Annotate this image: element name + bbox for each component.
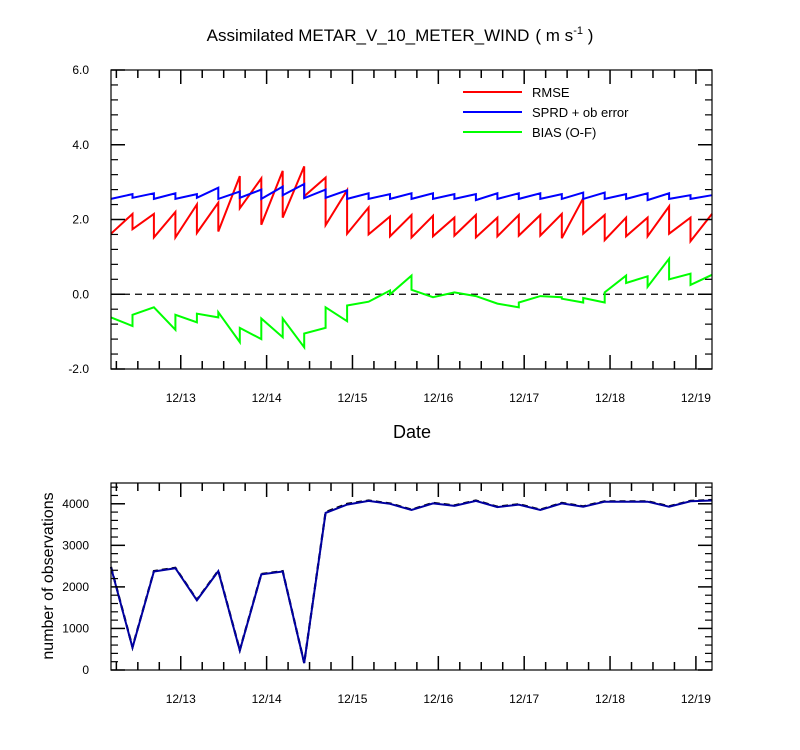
y-tick-label: 1000: [62, 621, 89, 635]
bottom-series-group: [109, 498, 713, 664]
x-tick-label: 12/19: [681, 692, 711, 706]
y-axis-label: number of observations: [40, 492, 57, 659]
chart-title-main: Assimilated METAR_V_10_METER_WIND: [207, 26, 530, 45]
x-tick-label: 12/14: [252, 692, 282, 706]
legend-label: BIAS (O-F): [532, 125, 596, 140]
y-tick-label: 0.0: [72, 287, 89, 301]
series-line-observations-possible: [109, 498, 713, 664]
top-panel: Assimilated METAR_V_10_METER_WIND ( m s-1…: [68, 25, 713, 442]
legend-label: SPRD + ob error: [532, 105, 629, 120]
legend-label: RMSE: [532, 85, 570, 100]
x-tick-label: 12/17: [509, 391, 539, 405]
y-tick-label: -2.0: [68, 362, 89, 376]
series-line-bias-o-f: [110, 255, 713, 351]
x-tick-label: 12/14: [252, 391, 282, 405]
x-tick-label: 12/13: [166, 692, 196, 706]
x-axis-label: Date: [393, 422, 431, 442]
chart-title: Assimilated METAR_V_10_METER_WIND ( m s-1…: [207, 25, 594, 45]
x-tick-label: 12/13: [166, 391, 196, 405]
x-tick-label: 12/16: [423, 692, 453, 706]
chart-title-units-suffix: ): [583, 26, 593, 45]
series-line-rmse: [110, 166, 713, 245]
x-tick-label: 12/18: [595, 391, 625, 405]
series-line-observations-used: [110, 499, 713, 664]
series-line-sprd-ob-error: [110, 182, 713, 202]
bottom-panel: 12/13 12/14 12/15 12/16 12/17 12/18 12/19 4000 3…: [40, 482, 713, 706]
x-tick-label: 12/15: [337, 391, 367, 405]
x-tick-label: 12/19: [681, 391, 711, 405]
y-tick-label: 6.0: [72, 63, 89, 77]
y-tick-label: 2000: [62, 580, 89, 594]
x-tick-label: 12/15: [337, 692, 367, 706]
chart-title-units-prefix: ( m s: [535, 26, 573, 45]
x-tick-label: 12/18: [595, 692, 625, 706]
y-tick-label: 4.0: [72, 138, 89, 152]
bottom-axis-ticks: 12/13 12/14 12/15 12/16 12/17 12/18 12/19 4000 3…: [62, 483, 712, 706]
x-tick-label: 12/16: [423, 391, 453, 405]
top-series-group: [110, 166, 713, 351]
x-tick-label: 12/17: [509, 692, 539, 706]
y-tick-label: 0: [82, 663, 89, 677]
bottom-plot-frame: [110, 482, 713, 671]
y-tick-label: 4000: [62, 497, 89, 511]
top-axis-ticks: 12/13 12/14 12/15 12/16 12/17 12/18 12/19 6.0 4.…: [68, 63, 712, 405]
chart-title-units-exponent: -1: [573, 25, 583, 37]
y-tick-label: 3000: [62, 538, 89, 552]
legend: RMSE SPRD + ob error BIAS (O-F): [463, 85, 629, 140]
y-tick-label: 2.0: [72, 213, 89, 227]
